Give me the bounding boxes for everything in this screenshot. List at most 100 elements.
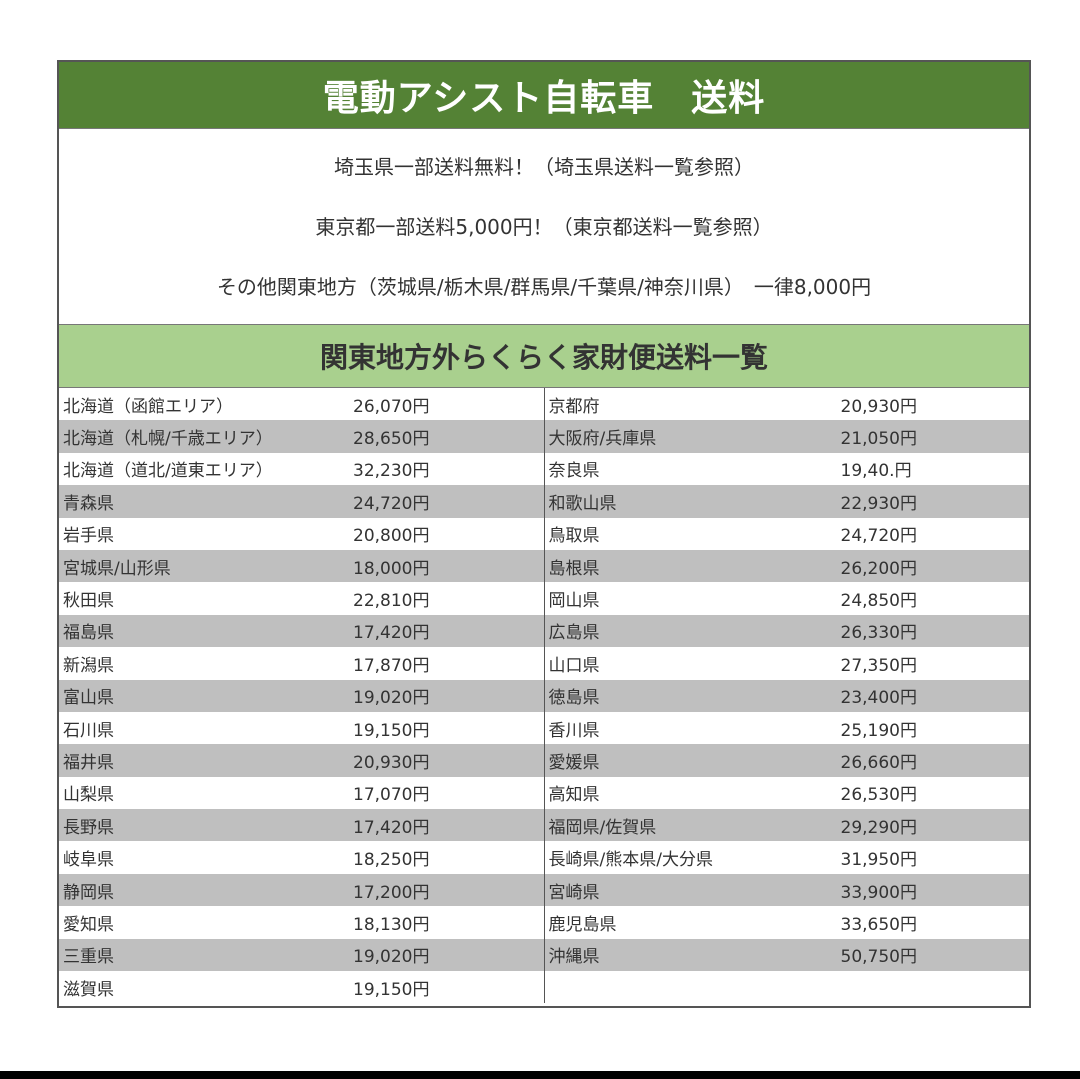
region-name: 大阪府/兵庫県 xyxy=(548,429,657,450)
region-name: 新潟県 xyxy=(63,655,114,676)
region-name: 徳島県 xyxy=(548,688,600,709)
region-name: 奈良県 xyxy=(548,461,600,482)
fee-table: 北海道（函館エリア） 26,070円 北海道（札幌/千歳エリア） 28,650円 北海道… xyxy=(59,388,1030,1004)
shipping-price: 26,530円 xyxy=(840,785,917,806)
table-row: 福井県 20,930円 xyxy=(59,744,544,777)
shipping-price: 17,200円 xyxy=(353,882,430,903)
shipping-price: 19,020円 xyxy=(353,688,430,709)
shipping-price: 33,900円 xyxy=(840,882,917,903)
shipping-price: 29,290円 xyxy=(840,817,917,838)
region-name: 鳥取県 xyxy=(548,526,600,547)
region-name: 愛媛県 xyxy=(548,752,600,773)
shipping-price: 20,800円 xyxy=(353,526,430,547)
shipping-price: 19,150円 xyxy=(353,979,430,1000)
shipping-price: 32,230円 xyxy=(353,461,430,482)
region-name: 鹿児島県 xyxy=(548,914,617,935)
region-name: 福岡県/佐賀県 xyxy=(548,817,657,838)
table-row: 福岡県/佐賀県 29,290円 xyxy=(544,809,1029,842)
fee-column-left: 北海道（函館エリア） 26,070円 北海道（札幌/千歳エリア） 28,650円 北海道… xyxy=(59,388,544,1003)
table-row: 北海道（函館エリア） 26,070円 xyxy=(59,388,544,420)
bottom-bar xyxy=(0,1071,1080,1079)
region-name: 北海道（道北/道東エリア） xyxy=(63,461,273,482)
region-name: 北海道（札幌/千歳エリア） xyxy=(63,429,273,450)
table-row: 徳島県 23,400円 xyxy=(544,679,1029,712)
shipping-price: 24,850円 xyxy=(840,591,917,612)
shipping-price: 31,950円 xyxy=(840,850,917,871)
table-row: 岡山県 24,850円 xyxy=(545,582,1030,614)
shipping-price: 22,930円 xyxy=(840,493,917,514)
table-row: 高知県 26,530円 xyxy=(545,777,1030,809)
table-row: 新潟県 17,870円 xyxy=(59,647,544,679)
shipping-price: 28,650円 xyxy=(353,429,430,450)
table-row: 福島県 17,420円 xyxy=(59,614,544,648)
shipping-price: 19,150円 xyxy=(353,720,430,741)
table-row: 宮城県/山形県 18,000円 xyxy=(59,549,544,583)
table-row: 奈良県 19,40.円 xyxy=(545,453,1030,485)
region-name: 福島県 xyxy=(63,623,114,644)
table-row: 京都府 20,930円 xyxy=(545,388,1030,420)
table-row: 静岡県 17,200円 xyxy=(59,873,544,907)
note-saitama: 埼玉県一部送料無料！（埼玉県送料一覧参照） xyxy=(334,154,754,179)
region-name: 福井県 xyxy=(63,752,114,773)
region-name: 秋田県 xyxy=(63,591,114,612)
shipping-price: 19,020円 xyxy=(353,947,430,968)
shipping-price: 17,420円 xyxy=(353,817,430,838)
shipping-price: 18,250円 xyxy=(353,850,430,871)
table-row: 愛知県 18,130円 xyxy=(59,906,544,938)
shipping-price: 18,000円 xyxy=(353,558,430,579)
table-row: 香川県 25,190円 xyxy=(545,712,1030,744)
shipping-price: 26,070円 xyxy=(353,396,430,417)
table-row: 北海道（道北/道東エリア） 32,230円 xyxy=(59,453,544,485)
shipping-price: 50,750円 xyxy=(840,947,917,968)
table-row: 北海道（札幌/千歳エリア） 28,650円 xyxy=(59,420,544,453)
table-row xyxy=(545,971,1030,1003)
region-name: 青森県 xyxy=(63,493,114,514)
table-row: 沖縄県 50,750円 xyxy=(544,938,1029,972)
table-row: 宮崎県 33,900円 xyxy=(544,873,1029,907)
table-row: 長野県 17,420円 xyxy=(59,809,544,842)
shipping-price: 24,720円 xyxy=(840,526,917,547)
region-name: 宮城県/山形県 xyxy=(63,558,171,579)
region-name: 京都府 xyxy=(548,396,600,417)
region-name: 山口県 xyxy=(548,655,600,676)
region-name: 石川県 xyxy=(63,720,114,741)
page-title: 電動アシスト自転車 送料 xyxy=(59,62,1029,128)
shipping-price: 26,330円 xyxy=(840,623,917,644)
table-row: 島根県 26,200円 xyxy=(544,549,1029,583)
table-row: 三重県 19,020円 xyxy=(59,938,544,972)
table-row: 山口県 27,350円 xyxy=(545,647,1030,679)
shipping-price: 21,050円 xyxy=(840,429,917,450)
notes-section: 埼玉県一部送料無料！（埼玉県送料一覧参照） 東京都一部送料5,000円！（東京都… xyxy=(59,128,1029,324)
table-row: 鳥取県 24,720円 xyxy=(545,518,1030,550)
table-row: 岩手県 20,800円 xyxy=(59,518,544,550)
table-row: 秋田県 22,810円 xyxy=(59,582,544,614)
region-name: 長野県 xyxy=(63,817,114,838)
table-row: 富山県 19,020円 xyxy=(59,679,544,712)
shipping-price: 27,350円 xyxy=(840,655,917,676)
region-name: 愛知県 xyxy=(63,914,114,935)
shipping-price: 17,420円 xyxy=(353,623,430,644)
fee-column-right: 京都府 20,930円 大阪府/兵庫県 21,050円 奈良県 19,40.円 和歌山県 22… xyxy=(543,388,1030,1004)
table-row: 鹿児島県 33,650円 xyxy=(545,906,1030,938)
region-name: 宮崎県 xyxy=(548,882,600,903)
shipping-price: 25,190円 xyxy=(840,720,917,741)
shipping-price: 20,930円 xyxy=(353,752,430,773)
shipping-price: 18,130円 xyxy=(353,914,430,935)
shipping-price: 17,870円 xyxy=(353,655,430,676)
shipping-price: 22,810円 xyxy=(353,591,430,612)
region-name: 岩手県 xyxy=(63,526,114,547)
region-name: 三重県 xyxy=(63,947,114,968)
region-name: 高知県 xyxy=(548,785,600,806)
region-name: 岡山県 xyxy=(548,591,600,612)
table-row: 大阪府/兵庫県 21,050円 xyxy=(544,420,1029,453)
region-name: 香川県 xyxy=(548,720,600,741)
region-name: 沖縄県 xyxy=(548,947,600,968)
table-row: 広島県 26,330円 xyxy=(544,614,1029,648)
note-tokyo: 東京都一部送料5,000円！（東京都送料一覧参照） xyxy=(315,214,773,239)
shipping-price: 26,660円 xyxy=(840,752,917,773)
shipping-price: 19,40.円 xyxy=(840,461,912,482)
section-subtitle: 関東地方外らくらく家財便送料一覧 xyxy=(59,324,1029,388)
table-row: 青森県 24,720円 xyxy=(59,485,544,518)
table-row: 滋賀県 19,150円 xyxy=(59,971,544,1003)
region-name: 岐阜県 xyxy=(63,850,114,871)
